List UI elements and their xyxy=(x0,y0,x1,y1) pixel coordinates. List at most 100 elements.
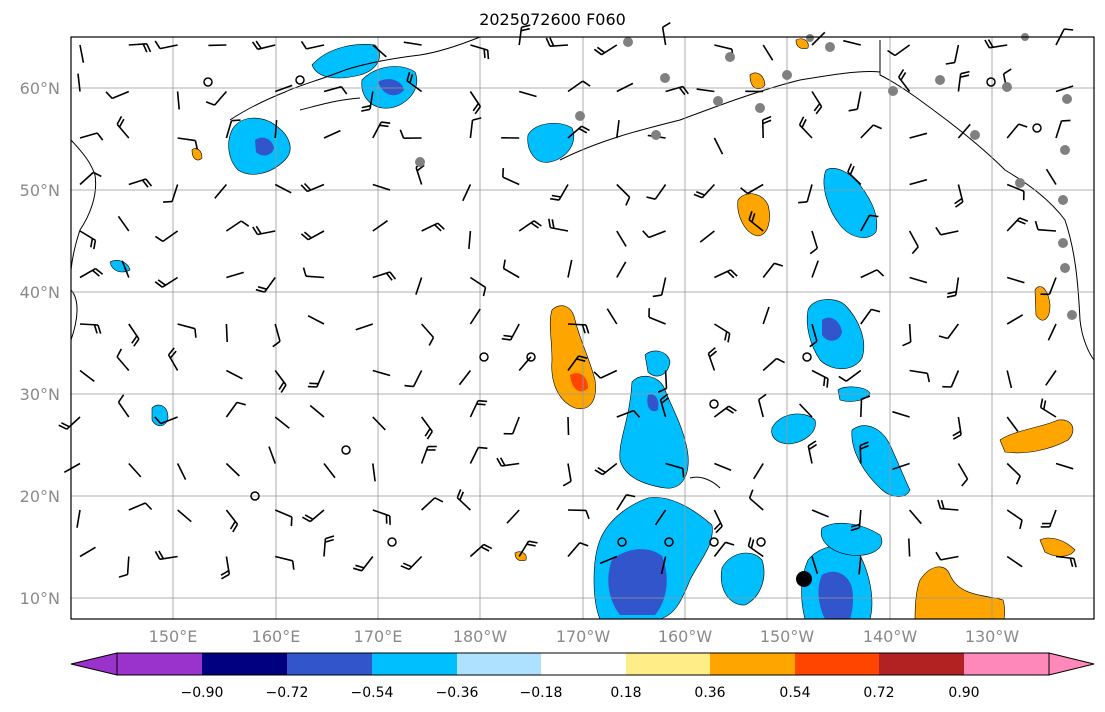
gray-dot xyxy=(725,52,735,62)
map-frame xyxy=(70,36,1095,620)
wind-barb xyxy=(909,276,928,284)
wind-barb xyxy=(506,509,520,524)
wind-barb-tick xyxy=(657,387,667,393)
wind-barb-tick xyxy=(280,384,287,393)
wind-barb-tick xyxy=(551,219,555,229)
wind-barb xyxy=(323,463,336,479)
negative-anomaly-area xyxy=(771,413,816,445)
wind-barb-tick xyxy=(530,222,539,229)
wind-barb xyxy=(79,323,99,326)
wind-barb-tick xyxy=(255,225,262,235)
wind-barb-tick xyxy=(154,235,164,243)
wind-barb-tick xyxy=(499,457,506,466)
wind-barb-tick xyxy=(381,121,391,124)
wind-barb xyxy=(1006,555,1023,568)
wind-barb-tick xyxy=(303,231,312,239)
calm-circle-marker xyxy=(387,537,397,547)
calm-circle-marker xyxy=(709,537,719,547)
wind-barb-tick xyxy=(871,308,881,313)
wind-barb xyxy=(372,44,387,58)
colorbar-tick-label: −0.54 xyxy=(351,685,394,701)
wind-barb xyxy=(567,416,570,436)
wind-barb xyxy=(811,556,819,574)
gray-dot xyxy=(713,96,723,106)
calm-circle-marker xyxy=(341,445,351,455)
lat-label-60n: 60°N xyxy=(20,79,60,98)
wind-barb-tick xyxy=(926,373,931,383)
wind-barb-tick xyxy=(300,184,308,192)
wind-barb-tick xyxy=(798,116,805,126)
wind-barb xyxy=(1006,416,1019,432)
wind-barb-tick xyxy=(520,27,530,32)
wind-barb-tick xyxy=(750,539,755,549)
positive-anomaly-area xyxy=(191,148,203,161)
wind-barb-tick xyxy=(762,115,772,121)
wind-barb-tick xyxy=(528,540,538,544)
wind-barb xyxy=(811,323,818,342)
wind-barb-tick xyxy=(1016,219,1026,225)
wind-barb-tick xyxy=(157,279,166,286)
wind-barb-tick xyxy=(428,337,435,346)
wind-barb-tick xyxy=(324,538,334,543)
wind-barbs xyxy=(58,22,1077,580)
wind-barb-tick xyxy=(678,87,686,96)
colorbar-tick-label: 0.72 xyxy=(863,685,894,701)
wind-barb-tick xyxy=(1003,68,1012,75)
wind-barb-tick xyxy=(709,350,718,358)
positive-anomaly-area xyxy=(514,551,527,562)
wind-barb-tick xyxy=(876,269,885,277)
wind-barb-tick xyxy=(724,331,728,341)
wind-barb-tick xyxy=(911,246,919,255)
wind-barb-tick xyxy=(730,269,738,277)
wind-barb-tick xyxy=(434,224,442,232)
wind-barb-tick xyxy=(385,272,393,281)
wind-barb-tick xyxy=(758,393,767,401)
wind-barb-tick xyxy=(774,262,784,267)
wind-barb-tick xyxy=(815,106,823,115)
wind-barb xyxy=(1006,183,1025,192)
wind-barb-tick xyxy=(861,395,871,400)
wind-barb xyxy=(567,323,587,326)
wind-barb-tick xyxy=(1015,475,1021,485)
longitude-labels: 150°E 160°E 170°E 180°W 170°W 160°W 150°… xyxy=(149,627,1020,646)
wind-barb-tick xyxy=(486,50,490,60)
wind-barb xyxy=(1045,370,1057,386)
wind-barb-tick xyxy=(118,118,125,128)
wind-barb-tick xyxy=(533,220,542,227)
wind-barb xyxy=(111,90,130,100)
wind-barb-tick xyxy=(593,371,602,379)
colorbar-segment xyxy=(202,653,287,675)
wind-barb-tick xyxy=(579,542,589,547)
wind-barb xyxy=(567,542,581,558)
wind-barb-tick xyxy=(272,340,281,348)
wind-barb-tick xyxy=(399,129,405,139)
wind-barb-tick xyxy=(221,573,230,580)
wind-barb xyxy=(412,370,423,387)
wind-barb xyxy=(616,409,634,418)
wind-barb xyxy=(458,370,472,386)
map-background xyxy=(71,37,1094,619)
wind-barb xyxy=(502,176,520,186)
wind-barb-tick xyxy=(379,124,389,128)
negative-anomaly-area xyxy=(311,44,380,79)
colorbar-tick-label: 0.54 xyxy=(779,685,810,701)
wind-barb xyxy=(76,509,81,528)
colorbar-segment xyxy=(626,653,710,675)
wind-barb-tick xyxy=(551,194,561,198)
wind-barb-tick xyxy=(194,140,199,150)
wind-barb-tick xyxy=(838,375,847,382)
wind-barb xyxy=(274,120,278,139)
wind-barb-tick xyxy=(859,441,869,447)
wind-barb-tick xyxy=(163,200,173,203)
wind-barb xyxy=(940,230,959,236)
gray-dot xyxy=(1002,82,1012,92)
wind-barb-tick xyxy=(713,522,722,531)
wind-barb-tick xyxy=(456,489,462,499)
wind-barb-tick xyxy=(578,127,588,134)
wind-barb-tick xyxy=(229,520,236,530)
wind-barb-tick xyxy=(502,259,506,269)
wind-barb xyxy=(518,356,532,372)
lon-label-160w: 160°W xyxy=(658,627,713,646)
wind-barb-tick xyxy=(105,91,113,99)
wind-barb-tick xyxy=(58,424,68,430)
